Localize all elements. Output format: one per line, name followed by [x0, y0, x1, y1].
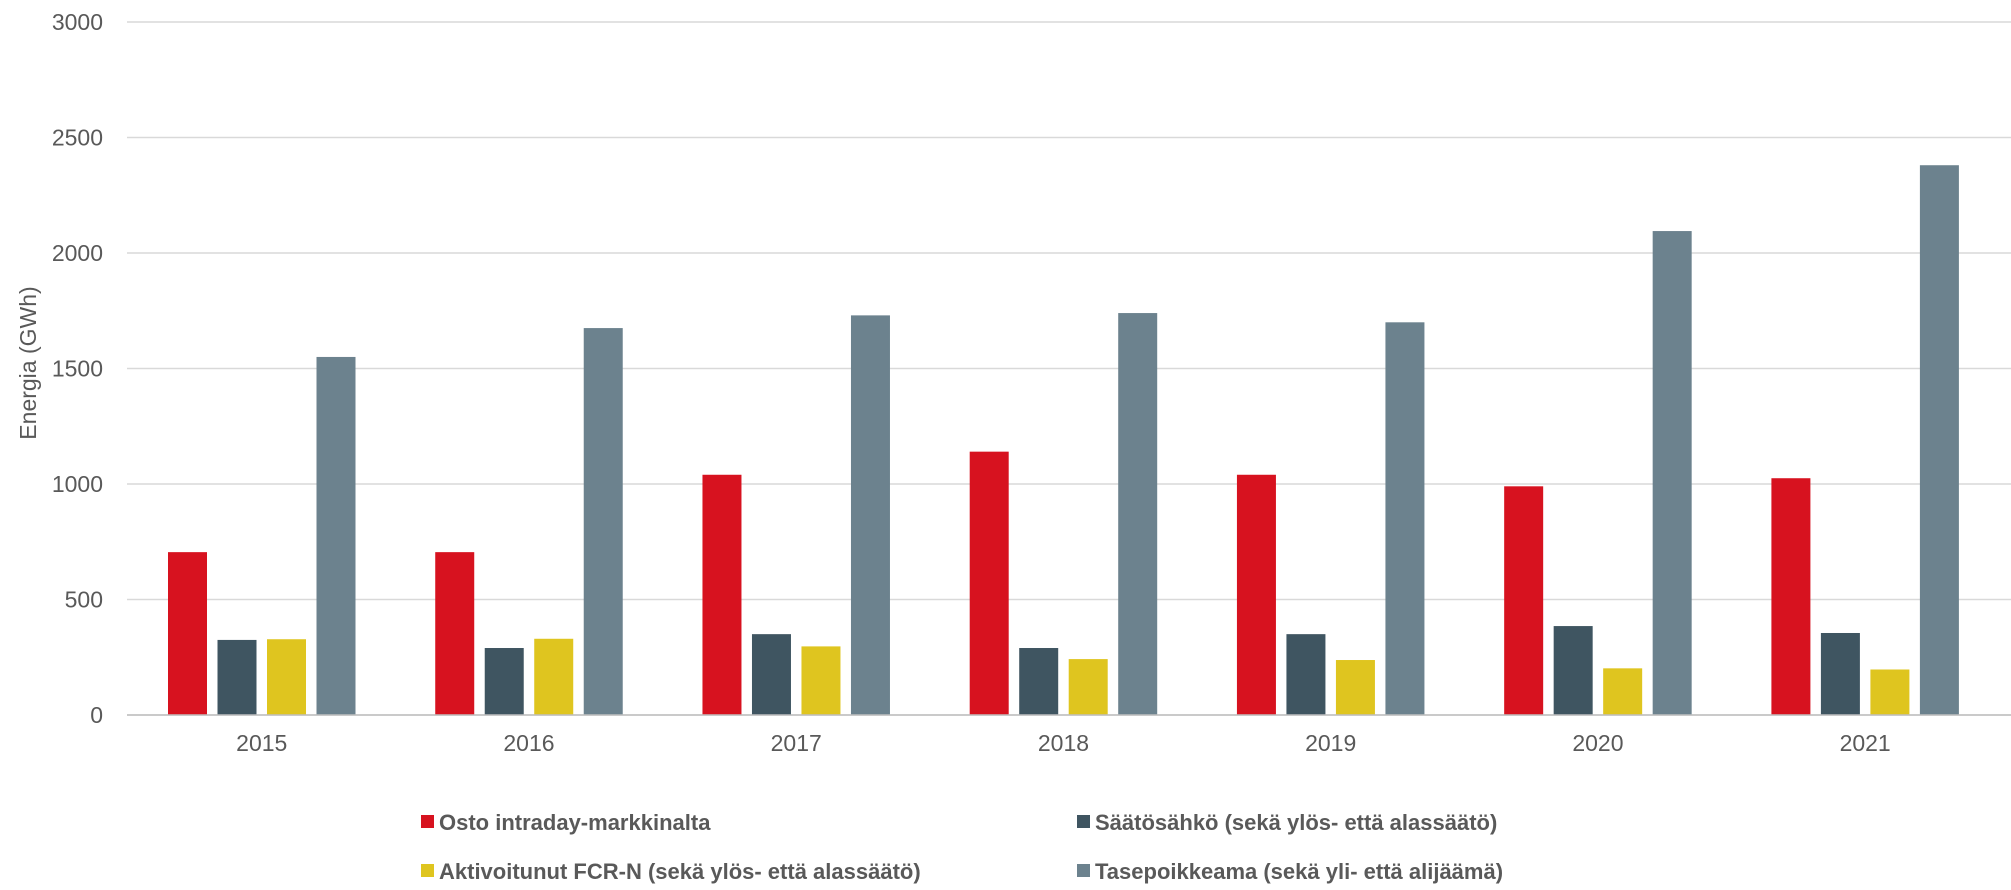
legend-item: Aktivoitunut FCR-N (sekä ylös- että alas… — [421, 859, 921, 884]
y-tick-label: 0 — [90, 702, 103, 728]
y-tick-label: 2500 — [52, 125, 103, 151]
bar-2017-series-4 — [850, 315, 890, 715]
bar-2021-series-1 — [1771, 478, 1811, 715]
y-tick-label: 1000 — [52, 471, 103, 497]
bar-2020-series-2 — [1553, 626, 1593, 715]
x-tick-label: 2019 — [1305, 730, 1356, 756]
bar-2015-series-4 — [316, 356, 356, 715]
bar-2017-series-2 — [751, 634, 791, 715]
bar-2015-series-2 — [217, 639, 257, 715]
y-tick-label: 3000 — [52, 9, 103, 35]
bar-2017-series-1 — [702, 474, 742, 715]
bar-2015-series-1 — [168, 552, 207, 715]
y-tick-label: 500 — [65, 587, 103, 613]
bar-2016-series-1 — [435, 552, 475, 715]
bar-2019-series-4 — [1385, 322, 1425, 715]
bar-2018-series-4 — [1118, 313, 1158, 715]
legend-swatch — [421, 815, 434, 828]
x-tick-label: 2018 — [1038, 730, 1089, 756]
bar-2020-series-3 — [1603, 668, 1643, 715]
legend-swatch — [1077, 815, 1090, 828]
legend: Osto intraday-markkinalta Säätösähkö (sek… — [421, 810, 1503, 884]
legend-item: Osto intraday-markkinalta — [421, 810, 711, 835]
bar-2021-series-2 — [1820, 632, 1860, 715]
x-tick-label: 2021 — [1840, 730, 1891, 756]
legend-label: Aktivoitunut FCR-N (sekä ylös- että alas… — [439, 859, 921, 884]
legend-label: Osto intraday-markkinalta — [439, 810, 711, 835]
y-tick-label: 2000 — [52, 240, 103, 266]
legend-label: Säätösähkö (sekä ylös- että alassäätö) — [1095, 810, 1497, 835]
bar-2019-series-3 — [1335, 660, 1375, 715]
bar-2018-series-1 — [969, 451, 1009, 715]
x-tick-label: 2016 — [503, 730, 554, 756]
bar-2018-series-3 — [1068, 659, 1108, 715]
bar-2020-series-1 — [1504, 486, 1544, 715]
bar-2017-series-3 — [801, 646, 841, 715]
bar-2016-series-2 — [484, 648, 524, 715]
x-tick-label: 2015 — [236, 730, 287, 756]
bars — [168, 165, 1959, 716]
x-tick-label: 2017 — [771, 730, 822, 756]
y-tick-label: 1500 — [52, 356, 103, 382]
bar-2019-series-1 — [1236, 474, 1276, 715]
legend-item: Säätösähkö (sekä ylös- että alassäätö) — [1077, 810, 1497, 835]
bar-2016-series-4 — [583, 328, 623, 715]
legend-label: Tasepoikkeama (sekä yli- että alijäämä) — [1095, 859, 1503, 884]
y-axis-title: Energia (GWh) — [15, 286, 41, 439]
bar-2021-series-4 — [1919, 165, 1959, 716]
legend-swatch — [421, 864, 434, 877]
bar-2016-series-3 — [534, 638, 574, 715]
axes: 0 500 1000 1500 2000 2500 3000 2015 2016 2017 2018… — [52, 9, 2011, 756]
legend-item: Tasepoikkeama (sekä yli- että alijäämä) — [1077, 859, 1503, 884]
bar-2019-series-2 — [1286, 634, 1326, 715]
bar-2018-series-2 — [1019, 648, 1059, 715]
bar-2020-series-4 — [1652, 231, 1692, 715]
bar-2015-series-3 — [267, 639, 306, 715]
bar-2021-series-3 — [1870, 669, 1910, 715]
legend-swatch — [1077, 864, 1090, 877]
x-tick-label: 2020 — [1572, 730, 1623, 756]
gridlines — [127, 21, 2011, 716]
